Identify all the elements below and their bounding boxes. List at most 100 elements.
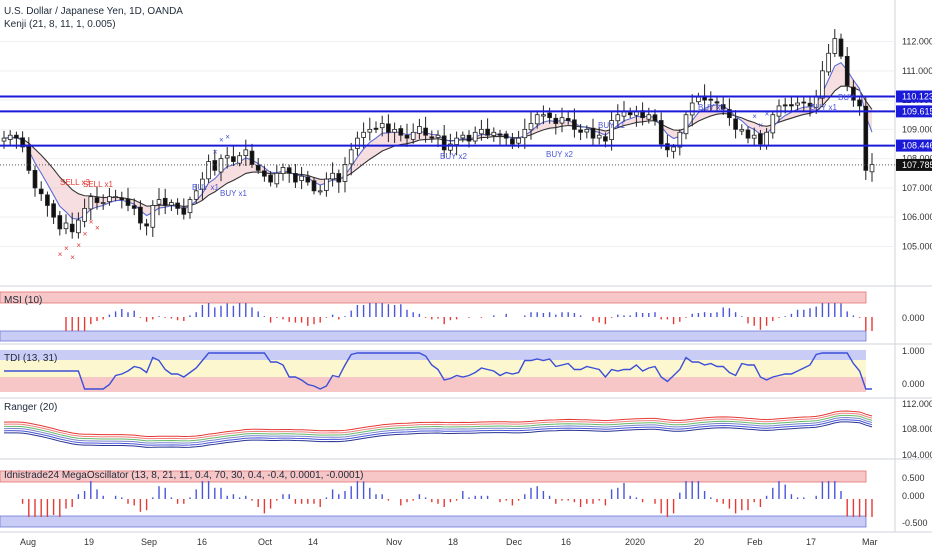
candle-body xyxy=(528,123,534,131)
candle-body xyxy=(100,202,106,204)
mega-oscillator-pane[interactable]: Idnistrade24 MegaOscillator (13, 8, 21, … xyxy=(0,470,928,528)
sell-x-marker: × xyxy=(95,224,100,233)
candle-body xyxy=(782,104,788,107)
buy-x-marker: × xyxy=(225,133,230,142)
date-label: Dec xyxy=(506,537,523,547)
candle-body xyxy=(417,126,422,134)
buy-signal-label: BUY x2 xyxy=(440,152,468,161)
candle-body xyxy=(249,150,255,165)
candle-body xyxy=(460,134,466,139)
candle-body xyxy=(131,205,137,209)
candle-body xyxy=(410,131,416,140)
candle-body xyxy=(696,96,701,103)
candle-body xyxy=(268,174,273,183)
candle-body xyxy=(181,207,187,215)
candle-body xyxy=(255,164,261,171)
ranger-tick: 108.000 xyxy=(902,424,932,434)
candle-body xyxy=(299,175,304,181)
candle-body xyxy=(491,131,497,136)
candle-body xyxy=(162,197,168,206)
candle-body xyxy=(541,114,546,117)
price-tag-text: 108.446 xyxy=(902,141,932,151)
date-axis[interactable]: Aug 19 Sep 16 Oct 14 Nov 18 Dec 16 2020 20 Feb 17 Mar xyxy=(20,537,878,547)
tdi-tick: 1.000 xyxy=(902,346,925,356)
buy-x-marker: × xyxy=(758,121,763,130)
candle-body xyxy=(720,104,726,110)
date-label: 16 xyxy=(561,537,571,547)
candle-body xyxy=(324,178,329,191)
msi-tick: 0.000 xyxy=(902,313,925,323)
candle-body xyxy=(76,219,81,234)
candle-body xyxy=(727,109,732,119)
candle-body xyxy=(150,205,156,228)
date-label: 16 xyxy=(197,537,207,547)
date-label: Mar xyxy=(862,537,878,547)
price-tag-text: 109.615 xyxy=(902,106,932,116)
tdi-line xyxy=(4,352,872,390)
candle-body xyxy=(317,190,323,193)
candle-body xyxy=(57,215,63,230)
candle-body xyxy=(454,137,459,145)
candle-body xyxy=(63,222,69,230)
price-axis-label: 108.000 xyxy=(902,154,932,164)
date-label: 18 xyxy=(448,537,458,547)
candle-body xyxy=(596,134,602,139)
candle-body xyxy=(863,105,869,171)
ranger-pane[interactable]: Ranger (20) 112.000 108.000 104.000 xyxy=(3,399,932,460)
candle-body xyxy=(231,156,236,162)
candle-body xyxy=(107,196,112,203)
candle-body xyxy=(547,112,552,119)
date-label: Sep xyxy=(141,537,157,547)
candle-body xyxy=(627,112,633,116)
date-label: 20 xyxy=(694,537,704,547)
candle-body xyxy=(311,180,317,192)
candle-body xyxy=(677,131,683,148)
candle-body xyxy=(398,128,404,136)
sell-x-marker: × xyxy=(76,241,81,250)
sell-x-marker: × xyxy=(83,229,88,238)
tdi-pane[interactable]: TDI (13, 31) 1.000 0.000 xyxy=(0,346,925,392)
candle-body xyxy=(510,138,515,145)
main-price-pane[interactable]: SELL x3 SELL x1 BUY x1 BUY x1 BUY x2 BUY… xyxy=(0,6,895,262)
candle-body xyxy=(758,133,763,145)
date-label: Feb xyxy=(747,537,763,547)
buy-signal-label: BUY x1 xyxy=(810,103,838,112)
candle-body xyxy=(305,176,311,183)
date-label: 19 xyxy=(84,537,94,547)
candle-body xyxy=(665,143,670,151)
candle-body xyxy=(355,137,360,149)
candle-body xyxy=(857,99,862,107)
sell-signal-label: SELL x3 xyxy=(60,178,90,187)
candle-body xyxy=(26,145,32,171)
candle-body xyxy=(94,197,100,203)
buy-x-marker: × xyxy=(219,136,224,145)
candle-body xyxy=(1,137,7,142)
candle-body xyxy=(621,111,627,117)
price-axis-label: 111.000 xyxy=(902,66,932,76)
candle-body xyxy=(45,194,50,206)
date-label: 2020 xyxy=(625,537,645,547)
buy-signal-label: BUY xyxy=(838,93,855,102)
ranger-band-line xyxy=(3,414,873,442)
sell-signal-label: SELL x1 xyxy=(83,180,113,189)
candle-body xyxy=(274,172,280,185)
msi-title: MSI (10) xyxy=(4,295,42,306)
price-tag-108-446 xyxy=(896,139,932,152)
ranger-band-line xyxy=(3,421,873,448)
mega-tick: -0.500 xyxy=(902,518,928,528)
candle-body xyxy=(286,167,292,174)
candle-body xyxy=(175,202,180,209)
candle-body xyxy=(485,128,490,136)
candle-body xyxy=(603,136,608,142)
candle-body xyxy=(844,55,850,86)
tdi-title: TDI (13, 31) xyxy=(4,353,57,364)
candle-body xyxy=(423,127,428,136)
ranger-band-line xyxy=(3,412,873,440)
candle-body xyxy=(652,114,658,121)
candle-body xyxy=(869,164,875,173)
date-label: Oct xyxy=(258,537,273,547)
msi-pane[interactable]: MSI (10) 0.000 xyxy=(0,291,925,342)
candle-body xyxy=(683,114,689,135)
candle-body xyxy=(293,173,298,183)
